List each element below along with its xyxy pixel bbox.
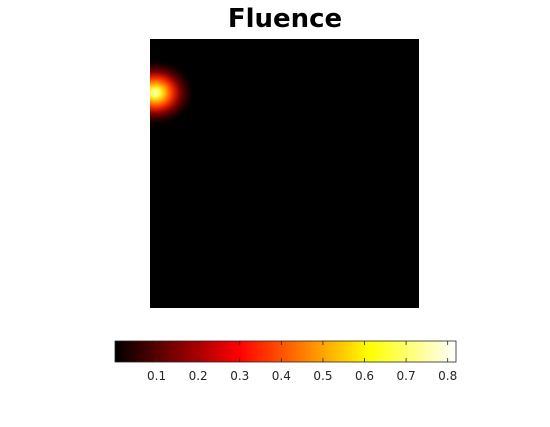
heatmap-area	[150, 39, 419, 308]
heatmap-background	[150, 39, 419, 308]
fluence-hotspot	[150, 58, 196, 127]
colorbar-tick-label: 0.4	[272, 369, 291, 383]
colorbar-tick-label: 0.3	[230, 369, 249, 383]
colorbar-tick-label: 0.5	[313, 369, 332, 383]
colorbar-gradient	[114, 340, 457, 363]
colorbar: 0.1 0.2 0.3 0.4 0.5 0.6 0.7 0.8	[114, 340, 457, 383]
colorbar-tick-label: 0.2	[189, 369, 208, 383]
colorbar-tick-label: 0.8	[438, 369, 457, 383]
colorbar-tick-label: 0.6	[355, 369, 374, 383]
colorbar-ticks: 0.1 0.2 0.3 0.4 0.5 0.6 0.7 0.8	[147, 341, 457, 383]
chart-title: Fluence	[228, 4, 342, 34]
colorbar-tick-label: 0.1	[147, 369, 166, 383]
colorbar-tick-label: 0.7	[397, 369, 416, 383]
